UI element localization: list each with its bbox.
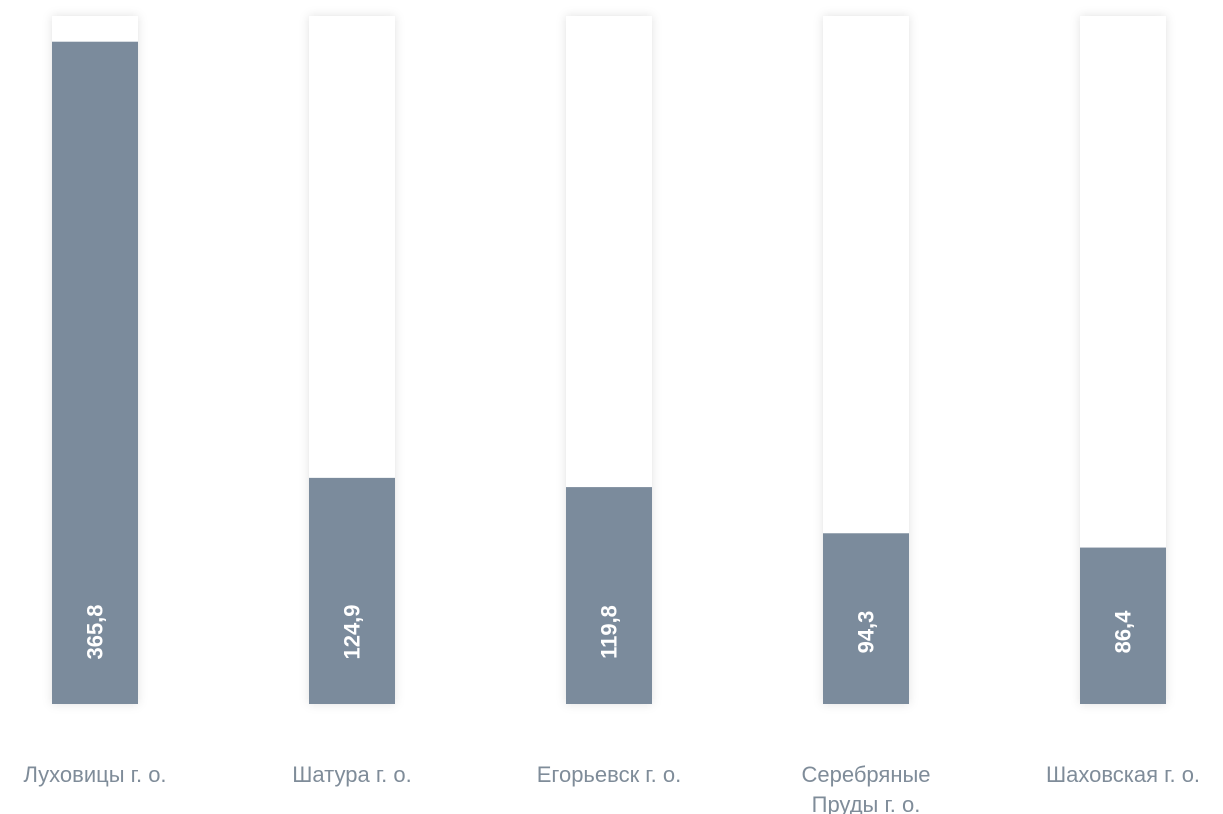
category-label-line: Шаховская г. о. — [1046, 762, 1200, 787]
category-label: Шаховская г. о. — [1046, 762, 1200, 787]
bar — [52, 41, 138, 704]
category-label-line: Егорьевск г. о. — [537, 762, 681, 787]
category-labels-layer: Луховицы г. о. Шатура г. о. Егорьевск г. о… — [23, 762, 1200, 814]
category-label: Луховицы г. о. — [23, 762, 166, 787]
value-label: 365,8 — [83, 604, 108, 659]
value-label: 94,3 — [854, 611, 879, 654]
bars-layer: 365,8 124,9 119,8 94,3 86,4 — [52, 16, 1166, 704]
bar — [566, 487, 652, 704]
category-label-line: Пруды г. о. — [812, 792, 921, 814]
category-label: Шатура г. о. — [292, 762, 412, 787]
bar — [309, 477, 395, 704]
category-label-line: Луховицы г. о. — [23, 762, 166, 787]
value-label: 86,4 — [1111, 610, 1136, 654]
bar — [1080, 547, 1166, 704]
bar — [823, 533, 909, 704]
category-label-line: Шатура г. о. — [292, 762, 412, 787]
category-label: Егорьевск г. о. — [537, 762, 681, 787]
category-label-line: Серебряные — [801, 762, 930, 787]
value-label: 119,8 — [597, 605, 622, 659]
category-label: Серебряные Пруды г. о. — [801, 762, 930, 814]
value-label: 124,9 — [340, 604, 365, 659]
